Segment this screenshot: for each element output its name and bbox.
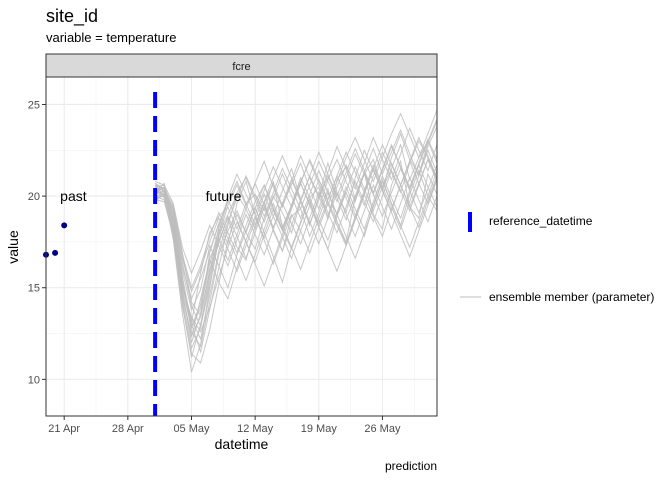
ensemble-member-line — [154, 170, 438, 293]
ensemble-lines — [154, 109, 438, 373]
observation-point — [61, 222, 68, 229]
ensemble-member-line — [154, 163, 438, 333]
x-tick-label: 19 May — [301, 423, 338, 435]
ensemble-member-line — [154, 175, 438, 338]
annotation-past: past — [60, 188, 87, 204]
x-tick-label: 28 Apr — [112, 423, 144, 435]
ensemble-member-line — [154, 140, 438, 348]
x-tick-label: 21 Apr — [48, 423, 80, 435]
x-tick-label: 26 May — [364, 423, 401, 435]
chart-subtitle: variable = temperature — [46, 30, 176, 45]
ensemble-member-line — [154, 164, 438, 328]
ensemble-member-line — [154, 136, 438, 317]
facet-label: fcre — [232, 61, 250, 73]
ensemble-member-line — [155, 158, 438, 354]
chart-title: site_id — [46, 6, 98, 27]
y-tick-label: 10 — [28, 374, 40, 386]
legend-label-ensemble: ensemble member (parameter) — [489, 290, 654, 304]
y-tick-label: 20 — [28, 191, 40, 203]
ensemble-member-line — [155, 126, 438, 358]
annotation-future: future — [206, 188, 242, 204]
ensemble-member-line — [155, 120, 438, 343]
observation-point — [52, 249, 59, 256]
x-tick-label: 05 May — [173, 423, 210, 435]
ensemble-member-line — [154, 137, 438, 341]
y-tick-label: 25 — [28, 99, 40, 111]
legend-label-reference: reference_datetime — [489, 214, 593, 228]
x-tick-label: 12 May — [237, 423, 274, 435]
ensemble-member-line — [154, 118, 438, 301]
x-axis-title: datetime — [215, 436, 269, 452]
y-axis-title: value — [5, 230, 21, 264]
legend: reference_datetime ensemble member (para… — [460, 212, 654, 304]
ensemble-member-line — [154, 158, 438, 275]
grid-lines — [46, 77, 437, 416]
x-axis: 21 Apr 28 Apr 05 May 12 May 19 May 26 May — [48, 416, 401, 435]
ensemble-member-line — [155, 148, 438, 330]
y-axis: 10 15 20 25 — [28, 99, 46, 386]
panel-border — [45, 76, 438, 417]
y-tick-label: 15 — [28, 283, 40, 295]
ensemble-member-line — [154, 109, 438, 364]
observation-points — [43, 222, 68, 258]
chart-caption: prediction — [385, 459, 437, 473]
